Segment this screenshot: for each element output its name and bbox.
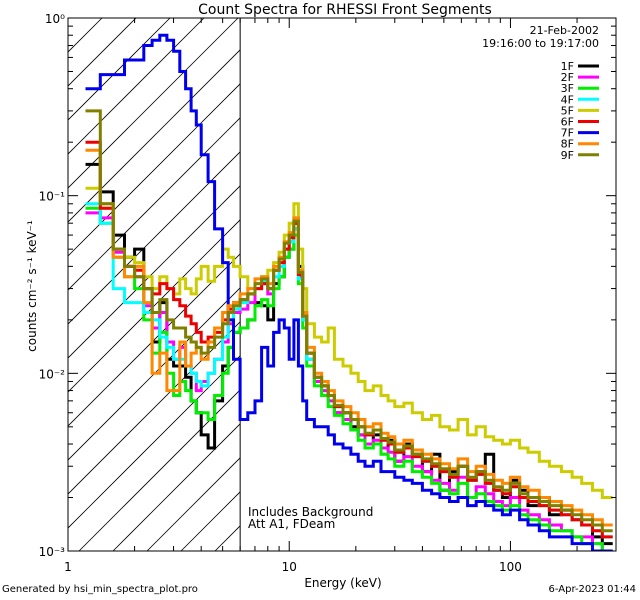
hatch-line xyxy=(68,355,241,529)
date-label: 21-Feb-2002 xyxy=(530,24,599,37)
hatched-region xyxy=(68,18,241,551)
axes: 1 10 100 10⁰ 10⁻¹ 10⁻² 10⁻³ xyxy=(39,12,617,574)
hatch-line xyxy=(68,219,241,393)
y-tick-label: 10⁻¹ xyxy=(39,190,66,204)
plot-frame xyxy=(67,17,617,552)
hatch-line xyxy=(68,117,241,291)
legend-label-6f: 6F xyxy=(561,116,574,129)
y-axis-label: counts cm⁻² s⁻¹ keV⁻¹ xyxy=(25,220,39,352)
hatch-line xyxy=(146,457,241,551)
legend-label-2f: 2F xyxy=(561,71,574,84)
y-tick-label: 10⁰ xyxy=(45,12,65,26)
y-tick-label: 10⁻² xyxy=(39,367,66,381)
series-6f xyxy=(85,140,613,539)
y-tick-label: 10⁻³ xyxy=(39,545,66,559)
hatch-line xyxy=(68,253,241,427)
legend-label-9f: 9F xyxy=(561,149,574,162)
annotation-attenuator: Att A1, FDeam xyxy=(248,517,335,531)
series-7f xyxy=(85,33,613,551)
x-tick-label: 10 xyxy=(282,560,297,574)
annotation-background: Includes Background xyxy=(248,505,373,519)
hatch-line xyxy=(68,18,205,155)
hatch-line xyxy=(68,321,241,495)
hatch-line xyxy=(68,83,241,257)
legend-label-3f: 3F xyxy=(561,82,574,95)
hatch-line xyxy=(68,18,103,53)
legend-label-7f: 7F xyxy=(561,127,574,140)
series-5f xyxy=(85,186,613,499)
series-group xyxy=(85,33,613,551)
legend-label-1f: 1F xyxy=(561,60,574,73)
hatch-line xyxy=(78,389,241,551)
hatch-line xyxy=(112,423,241,551)
hatch-line xyxy=(68,49,241,223)
series-3f xyxy=(85,206,613,551)
series-8f xyxy=(85,148,613,527)
hatch-line xyxy=(68,185,241,359)
chart-title: Count Spectra for RHESSI Front Segments xyxy=(198,2,492,18)
legend-label-4f: 4F xyxy=(561,93,574,106)
x-tick-label: 100 xyxy=(499,560,522,574)
x-tick-label: 1 xyxy=(64,560,72,574)
hatch-line xyxy=(68,18,171,121)
time-range-label: 19:16:00 to 19:17:00 xyxy=(482,37,599,50)
hatch-line xyxy=(68,18,239,189)
series-4f xyxy=(85,202,613,539)
hatch-line xyxy=(68,151,241,325)
series-9f xyxy=(85,109,613,533)
x-axis-label: Energy (keV) xyxy=(304,576,381,590)
legend-label-8f: 8F xyxy=(561,138,574,151)
footer-generated: Generated by hsi_min_spectra_plot.pro xyxy=(2,584,198,595)
legend-label-5f: 5F xyxy=(561,104,574,117)
footer-timestamp: 6-Apr-2023 01:44 xyxy=(548,584,636,595)
